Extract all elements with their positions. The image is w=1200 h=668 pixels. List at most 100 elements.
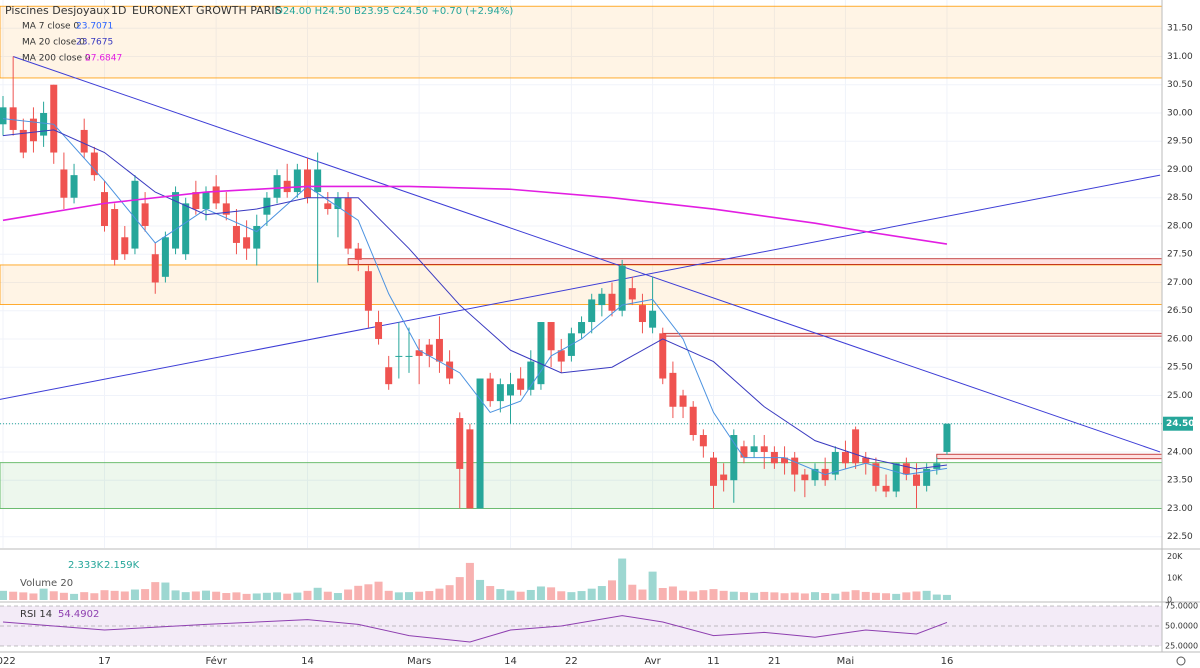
volume-bar (699, 590, 708, 600)
volume-bar (232, 592, 241, 600)
candle-body (537, 322, 545, 385)
volume-bar (435, 588, 444, 600)
volume-bar (39, 588, 48, 600)
volume-bar (171, 590, 180, 600)
volume-bar (780, 593, 789, 600)
candle-body (618, 265, 626, 311)
last-price-box (1163, 416, 1193, 431)
candle-body (121, 237, 129, 255)
y-tick-label: 25.50 (1167, 363, 1193, 373)
y-tick-label: 25.00 (1167, 391, 1193, 401)
volume-pane (0, 558, 951, 600)
y-tick-label: 29.50 (1167, 137, 1193, 147)
candle-body (80, 129, 88, 153)
candle-body (811, 468, 819, 481)
volume-bar (760, 591, 769, 600)
candle-body (50, 84, 58, 153)
volume-bar (405, 592, 413, 600)
volume-tick-label: 20K (1167, 552, 1183, 561)
last-price-label: 24.50 (1166, 419, 1194, 429)
y-tick-label: 30.50 (1167, 80, 1193, 90)
volume-bar (415, 591, 424, 600)
legend-label: MA 200 close 0 (22, 54, 91, 64)
volume-bar (273, 592, 282, 600)
volume-bar (262, 592, 271, 600)
candle-body (649, 310, 657, 328)
y-tick-label: 28.00 (1167, 221, 1193, 231)
volume-tick-label: 10K (1167, 574, 1183, 583)
candle-body (172, 192, 180, 249)
volume-bar (496, 589, 505, 600)
x-tick-label: 16 (941, 656, 954, 667)
settings-icon[interactable] (1176, 656, 1186, 666)
volume-bar (222, 593, 231, 600)
candle-body (496, 384, 504, 402)
candle-body (222, 203, 230, 215)
volume-bar (425, 591, 434, 600)
moving-average (2, 118, 948, 476)
volume-bar (313, 587, 322, 600)
x-tick-label: 14 (504, 656, 517, 667)
volume-bar (871, 592, 880, 600)
candle-body (740, 446, 748, 458)
candle-body (212, 186, 220, 204)
candle-body (669, 372, 677, 407)
candle-body (588, 299, 596, 323)
volume-bar (719, 590, 728, 600)
volume-bar (59, 592, 68, 600)
volume-bar (882, 593, 891, 600)
volume-bar (902, 592, 911, 600)
volume-bar (800, 593, 809, 600)
volume-bar (212, 591, 221, 600)
level-box (662, 332, 1162, 337)
volume-bar (130, 589, 139, 600)
volume-bar (394, 592, 403, 600)
volume-bar (536, 586, 545, 600)
rsi-pane (0, 605, 1162, 647)
x-tick-label: 17 (98, 656, 111, 667)
volume-bar (120, 591, 129, 600)
symbol: Piscines Desjoyaux (5, 4, 110, 17)
candle-body (283, 180, 291, 193)
volume-bar (100, 590, 109, 600)
y-tick-label: 27.00 (1167, 278, 1193, 288)
volume-bar (658, 588, 667, 600)
candle-body (801, 474, 809, 481)
candle-body (131, 180, 139, 249)
candle-body (507, 384, 514, 396)
y-tick-label: 26.50 (1167, 306, 1193, 316)
interval: 1D (111, 4, 126, 17)
candle-body (679, 395, 687, 407)
candle-body (415, 350, 423, 356)
candle-body (943, 423, 951, 452)
candle-body (852, 429, 860, 464)
volume-bar (831, 593, 840, 600)
volume-bar (9, 591, 18, 600)
rsi-title: RSI 14 (20, 609, 52, 620)
candle-body (425, 344, 433, 356)
volume-bar (689, 591, 698, 600)
candle-body (892, 463, 900, 492)
volume-bar (557, 591, 566, 600)
y-tick-label: 26.00 (1167, 334, 1193, 344)
volume-bar (608, 580, 616, 600)
volume-bar (465, 562, 474, 600)
volume-bar (729, 591, 738, 600)
candle-body (19, 129, 27, 153)
x-tick-label: 21 (768, 656, 781, 667)
moving-average (2, 129, 948, 470)
candle-body (598, 293, 606, 306)
candle-body (364, 271, 372, 311)
x-tick-label: 22 (565, 656, 578, 667)
volume-bar (303, 590, 312, 600)
candle-body (232, 225, 240, 243)
x-tick-label: Mars (407, 656, 431, 667)
volume-bar (252, 593, 261, 600)
volume-bar (354, 585, 363, 600)
volume-bar (181, 592, 190, 600)
candle-body (608, 293, 616, 311)
candle-body (730, 435, 738, 481)
candle-body (557, 350, 565, 362)
level-box (347, 258, 1162, 265)
candle-body (446, 361, 454, 379)
